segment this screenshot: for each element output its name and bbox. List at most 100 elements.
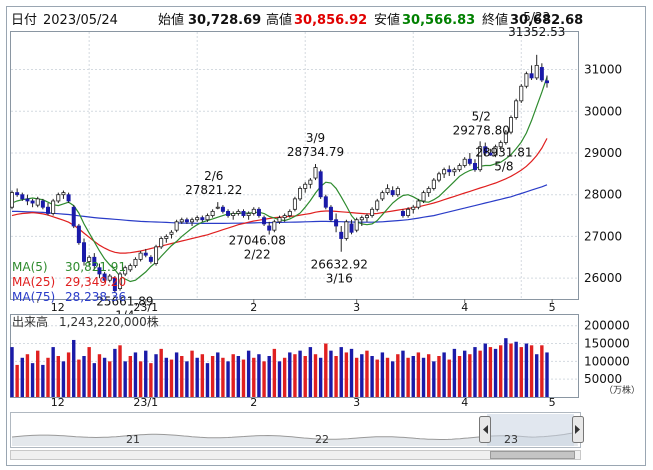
volume-bar — [20, 357, 24, 397]
open-label: 始値 — [158, 12, 184, 28]
volume-bar — [401, 350, 405, 397]
volume-bar — [303, 356, 307, 397]
navigator-left-handle[interactable] — [479, 416, 491, 443]
date-axis-label: 3 — [353, 301, 360, 314]
candle-body — [406, 208, 411, 216]
volume-bar — [164, 357, 169, 397]
candle-body — [514, 100, 519, 118]
high-label: 高値 — [266, 12, 292, 28]
volume-bar — [349, 348, 354, 397]
candle-body — [488, 152, 493, 156]
date-axis-label: 12 — [51, 301, 65, 314]
volume-bar — [51, 347, 55, 397]
candle-body — [272, 221, 277, 231]
candle-body — [226, 210, 231, 216]
candle-body — [159, 238, 164, 248]
candle-body — [241, 210, 246, 216]
candle-body — [313, 167, 318, 179]
date-axis-label: 4 — [461, 396, 468, 409]
candle-body — [215, 206, 220, 209]
volume-bar — [92, 363, 97, 397]
legend-value: 29,349.20 — [65, 275, 126, 289]
candle-body — [524, 73, 529, 87]
volume-bars — [10, 338, 549, 397]
candle-body — [539, 67, 544, 81]
candle-body — [483, 146, 488, 154]
candle-body — [385, 188, 390, 194]
date-axis-label: 2 — [250, 396, 257, 409]
candle-body — [143, 252, 148, 256]
volume-bar — [205, 363, 210, 397]
scrollbar-thumb[interactable] — [490, 451, 575, 459]
candle-body — [107, 275, 112, 281]
date-axis-label: 3 — [353, 396, 360, 409]
volume-bar — [298, 350, 302, 397]
candle-body — [349, 223, 354, 233]
volume-bar — [432, 361, 436, 397]
candle-body — [169, 231, 174, 235]
legend-label: MA(75) — [12, 290, 55, 304]
candle-body — [118, 273, 123, 289]
candle-body — [133, 258, 138, 267]
candle-body — [375, 200, 380, 210]
candle-body — [174, 221, 179, 231]
volume-bar — [154, 354, 158, 397]
candle-body — [246, 213, 251, 216]
volume-bar — [483, 343, 487, 397]
volume-bar — [385, 357, 390, 397]
price-y-axis: 26000 27000 28000 29000 30000 31000 — [584, 63, 622, 286]
legend-label: MA(5) — [12, 260, 48, 274]
annotation-date: 2/22 — [244, 248, 271, 262]
candle-body — [138, 252, 143, 260]
volume-bar — [426, 354, 431, 397]
volume-bar — [46, 357, 50, 397]
date-value: 2023/05/24 — [43, 13, 118, 28]
candle-body — [92, 256, 97, 267]
navigator-right-handle[interactable] — [572, 416, 584, 443]
candle-body — [334, 219, 339, 227]
volume-bar — [159, 348, 163, 397]
candle-body — [231, 213, 236, 216]
candle-body — [457, 165, 462, 171]
annotation-value: 25661.89 — [96, 295, 153, 309]
candle-body — [40, 200, 45, 208]
volume-bar — [97, 354, 102, 397]
candle-body — [519, 85, 524, 102]
volume-bar — [499, 345, 503, 397]
candle-body — [164, 236, 169, 239]
candle-body — [364, 215, 369, 219]
candle-body — [508, 117, 513, 133]
volume-bar — [447, 359, 451, 397]
volume-bar — [529, 345, 534, 397]
candle-body — [493, 146, 498, 156]
volume-bar — [473, 347, 477, 397]
volume-bar — [221, 357, 225, 397]
date-axis-label: 4 — [461, 301, 468, 314]
volume-bar — [123, 361, 127, 397]
volume-bar — [87, 347, 91, 397]
scrollbar-track[interactable] — [10, 450, 581, 460]
candle-body — [262, 217, 267, 225]
volume-title: 出来高 — [12, 314, 48, 329]
price-tick-label: 31000 — [584, 63, 622, 77]
candle-body — [447, 169, 452, 173]
volume-bar — [545, 352, 549, 397]
candle-body — [9, 192, 14, 208]
candle-body — [318, 171, 323, 198]
volume-bar — [468, 354, 472, 397]
volume-bar — [262, 361, 266, 397]
annotation-value: 29278.80 — [453, 124, 510, 138]
volume-bar — [488, 347, 493, 397]
candle-body — [344, 221, 349, 239]
candle-body — [30, 200, 35, 204]
navigator-area — [12, 432, 578, 446]
volume-bar — [36, 350, 40, 397]
chevron-right-icon — [575, 425, 580, 434]
candle-body — [323, 196, 328, 208]
candle-body — [308, 179, 313, 185]
navigator-selection[interactable] — [487, 414, 574, 446]
volume-bar — [380, 352, 385, 397]
annotation-value: 31352.53 — [508, 25, 565, 39]
volume-bar — [41, 364, 45, 397]
